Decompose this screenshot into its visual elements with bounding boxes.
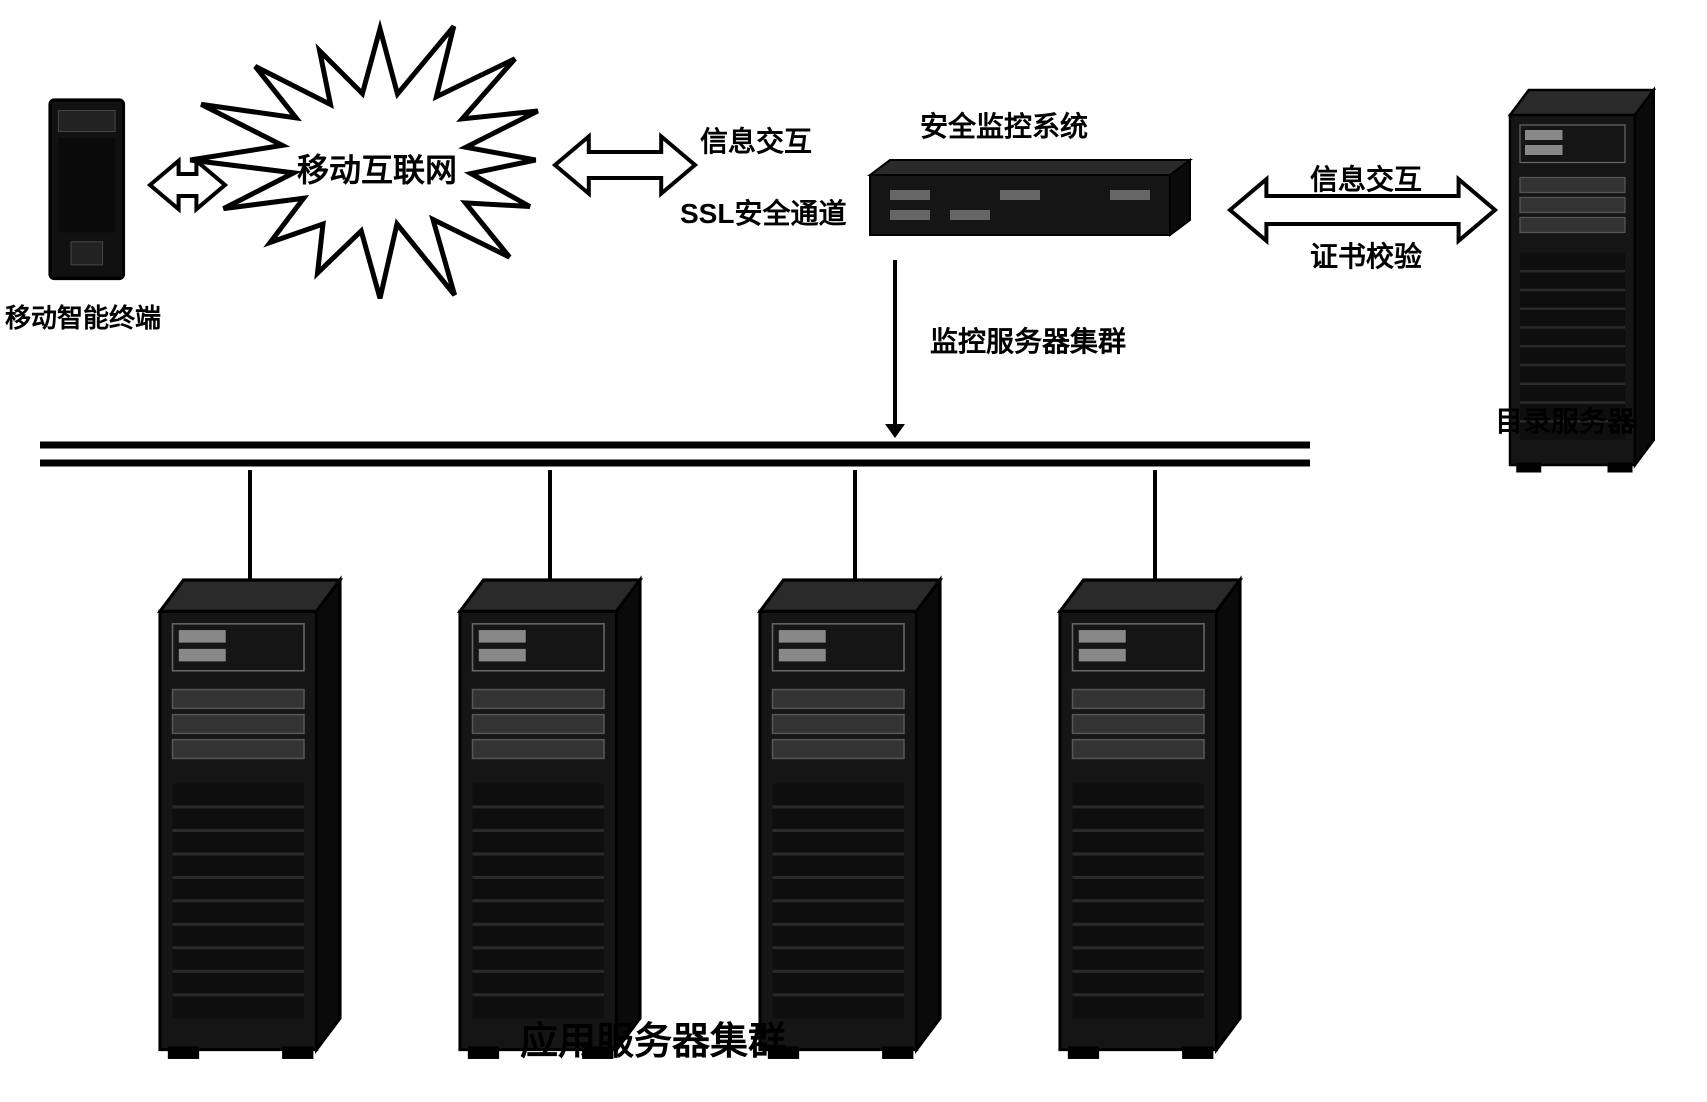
- app-cluster-label: 应用服务器集群: [520, 1010, 786, 1065]
- monitor-cluster-label: 监控服务器集群: [930, 320, 1126, 360]
- edge-sd-label-top: 信息交互: [1310, 158, 1422, 198]
- mobile-internet-label: 移动互联网: [297, 145, 457, 191]
- arrow-security-bus: [885, 260, 905, 438]
- edge-is-label-top: 信息交互: [700, 120, 812, 160]
- security-system-label: 安全监控系统: [920, 105, 1088, 145]
- edge-sd-label-bottom: 证书校验: [1310, 235, 1422, 275]
- diagram-canvas: [0, 0, 1707, 1102]
- app-server-cluster: [160, 580, 1240, 1059]
- edge-is-label-bottom: SSL安全通道: [680, 192, 846, 232]
- mobile-terminal-icon: [50, 100, 124, 279]
- arrow-internet-security: [555, 136, 695, 193]
- security-system-icon: [870, 160, 1190, 235]
- network-bus: [40, 445, 1310, 463]
- arrow-terminal-internet: [150, 161, 225, 209]
- bus-drop-lines: [250, 470, 1155, 580]
- mobile-terminal-label: 移动智能终端: [5, 298, 161, 335]
- directory-server-label: 目录服务器: [1495, 400, 1635, 440]
